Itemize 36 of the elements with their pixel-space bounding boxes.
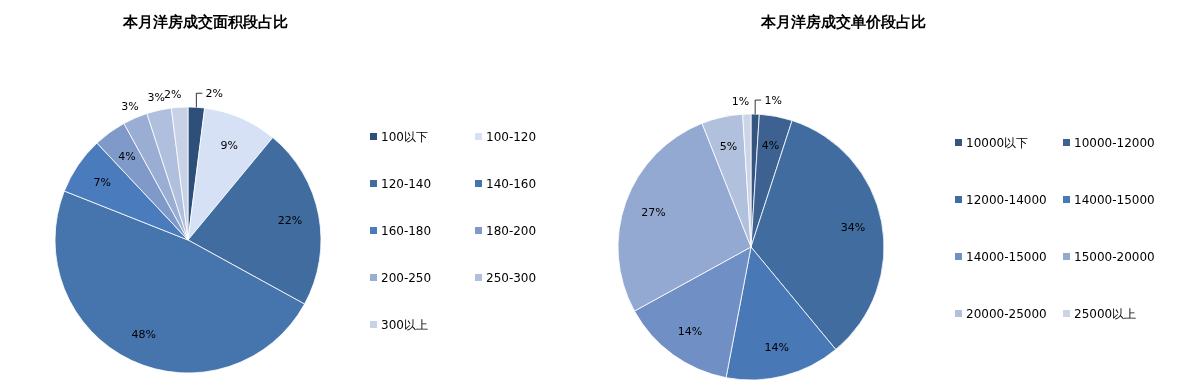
data-label: 1%	[764, 93, 782, 107]
data-label: 27%	[641, 205, 666, 219]
data-label: 2%	[164, 88, 182, 102]
legend-label: 160-180	[381, 224, 432, 239]
data-label: 5%	[719, 139, 738, 153]
data-label: 4%	[761, 138, 780, 152]
legend-label: 10000-12000	[1074, 136, 1155, 151]
legend-label: 14000-15000	[966, 250, 1047, 265]
legend-label: 14000-15000	[1074, 193, 1155, 208]
data-label: 4%	[118, 149, 136, 163]
data-label: 34%	[840, 221, 866, 235]
legend-label: 200-250	[381, 271, 432, 286]
chart-title: 本月洋房成交面积段占比	[121, 13, 288, 31]
legend-label: 250-300	[486, 271, 537, 286]
data-label: 1%	[731, 94, 750, 108]
legend-label: 15000-20000	[1074, 250, 1155, 265]
data-label: 3%	[147, 91, 165, 105]
data-label: 48%	[131, 327, 157, 341]
data-label: 7%	[93, 175, 111, 189]
chart-title: 本月洋房成交单价段占比	[759, 13, 926, 31]
legend-label: 10000以下	[966, 136, 1029, 151]
data-label: 9%	[220, 138, 238, 152]
legend-label: 100以下	[381, 130, 428, 145]
data-label: 3%	[121, 99, 139, 113]
data-label: 14%	[764, 341, 790, 355]
data-label: 14%	[677, 324, 703, 338]
legend-label: 100-120	[486, 130, 537, 145]
legend-label: 12000-14000	[966, 193, 1047, 208]
legend-label: 140-160	[486, 177, 537, 192]
data-label: 2%	[205, 87, 224, 101]
legend-label: 25000以上	[1074, 307, 1137, 322]
data-label: 22%	[277, 214, 303, 228]
legend-label: 120-140	[381, 177, 432, 192]
legend-label: 20000-25000	[966, 307, 1047, 322]
legend-label: 180-200	[486, 224, 537, 239]
legend-label: 300以上	[381, 318, 428, 333]
